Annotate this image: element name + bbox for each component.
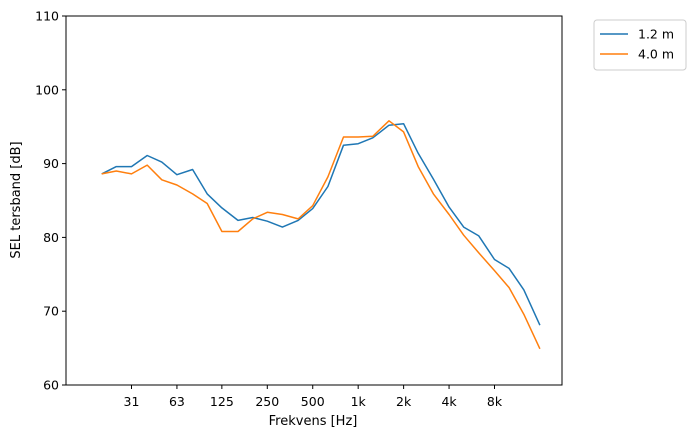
- x-tick-label: 1k: [351, 394, 367, 409]
- y-tick-label: 70: [43, 304, 59, 319]
- y-tick-label: 100: [35, 82, 59, 97]
- x-tick-label: 500: [301, 394, 325, 409]
- legend-label: 1.2 m: [638, 27, 674, 42]
- y-axis-label: SEL tersband [dB]: [9, 141, 24, 258]
- series-line-2: [101, 120, 541, 350]
- y-tick-label: 90: [43, 156, 59, 171]
- y-tick-label: 80: [43, 230, 59, 245]
- series-lines: [101, 120, 541, 350]
- series-line-1: [101, 122, 541, 326]
- x-tick-label: 250: [255, 394, 279, 409]
- legend-box: [593, 19, 687, 71]
- legend: 1.2 m 4.0 m: [593, 19, 687, 71]
- x-tick-label: 31: [124, 394, 140, 409]
- x-tick-label: 125: [210, 394, 234, 409]
- plot-frame: [65, 15, 563, 386]
- legend-label: 4.0 m: [638, 47, 674, 62]
- y-axis: 60 70 80 90 100 110: [35, 9, 66, 393]
- x-axis: 31 63 125 250 500 1k 2k 4k 8k: [124, 385, 503, 409]
- y-tick-label: 60: [43, 378, 59, 393]
- y-tick-label: 110: [35, 9, 59, 24]
- x-axis-label: Frekvens [Hz]: [269, 414, 358, 429]
- x-tick-label: 4k: [441, 394, 457, 409]
- x-tick-label: 8k: [487, 394, 503, 409]
- x-tick-label: 2k: [396, 394, 412, 409]
- x-tick-label: 63: [169, 394, 185, 409]
